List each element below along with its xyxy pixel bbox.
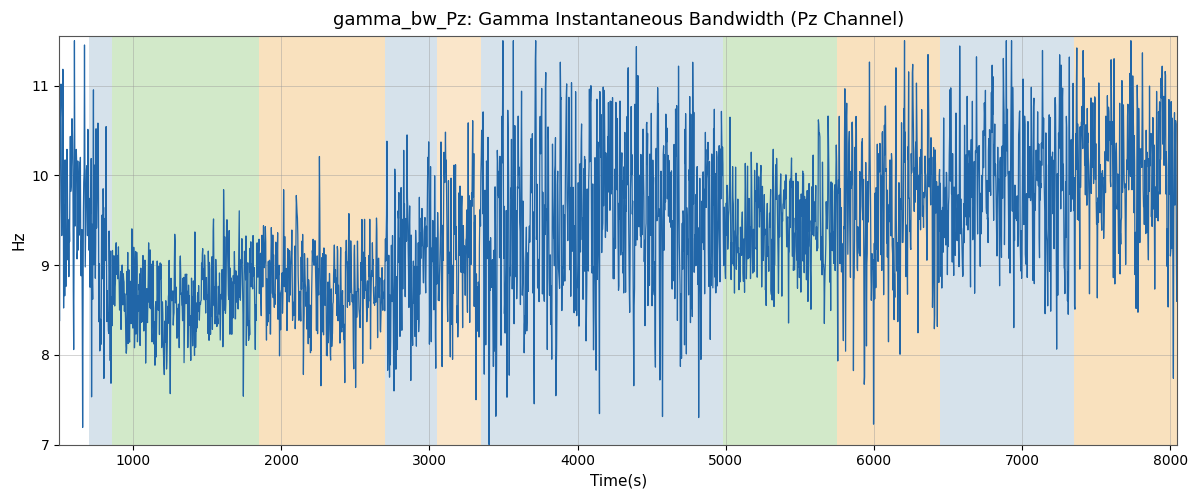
Bar: [89, 36, 112, 445]
Title: gamma_bw_Pz: Gamma Instantaneous Bandwidth (Pz Channel): gamma_bw_Pz: Gamma Instantaneous Bandwid…: [332, 11, 904, 30]
Bar: [836, 36, 941, 445]
X-axis label: Time(s): Time(s): [589, 474, 647, 489]
Y-axis label: Hz: Hz: [11, 230, 26, 250]
Bar: [259, 36, 385, 445]
Bar: [696, 36, 722, 445]
Bar: [112, 36, 259, 445]
Bar: [941, 36, 1074, 445]
Bar: [1074, 36, 1184, 445]
Bar: [722, 36, 836, 445]
Bar: [481, 36, 696, 445]
Bar: [437, 36, 481, 445]
Bar: [385, 36, 437, 445]
